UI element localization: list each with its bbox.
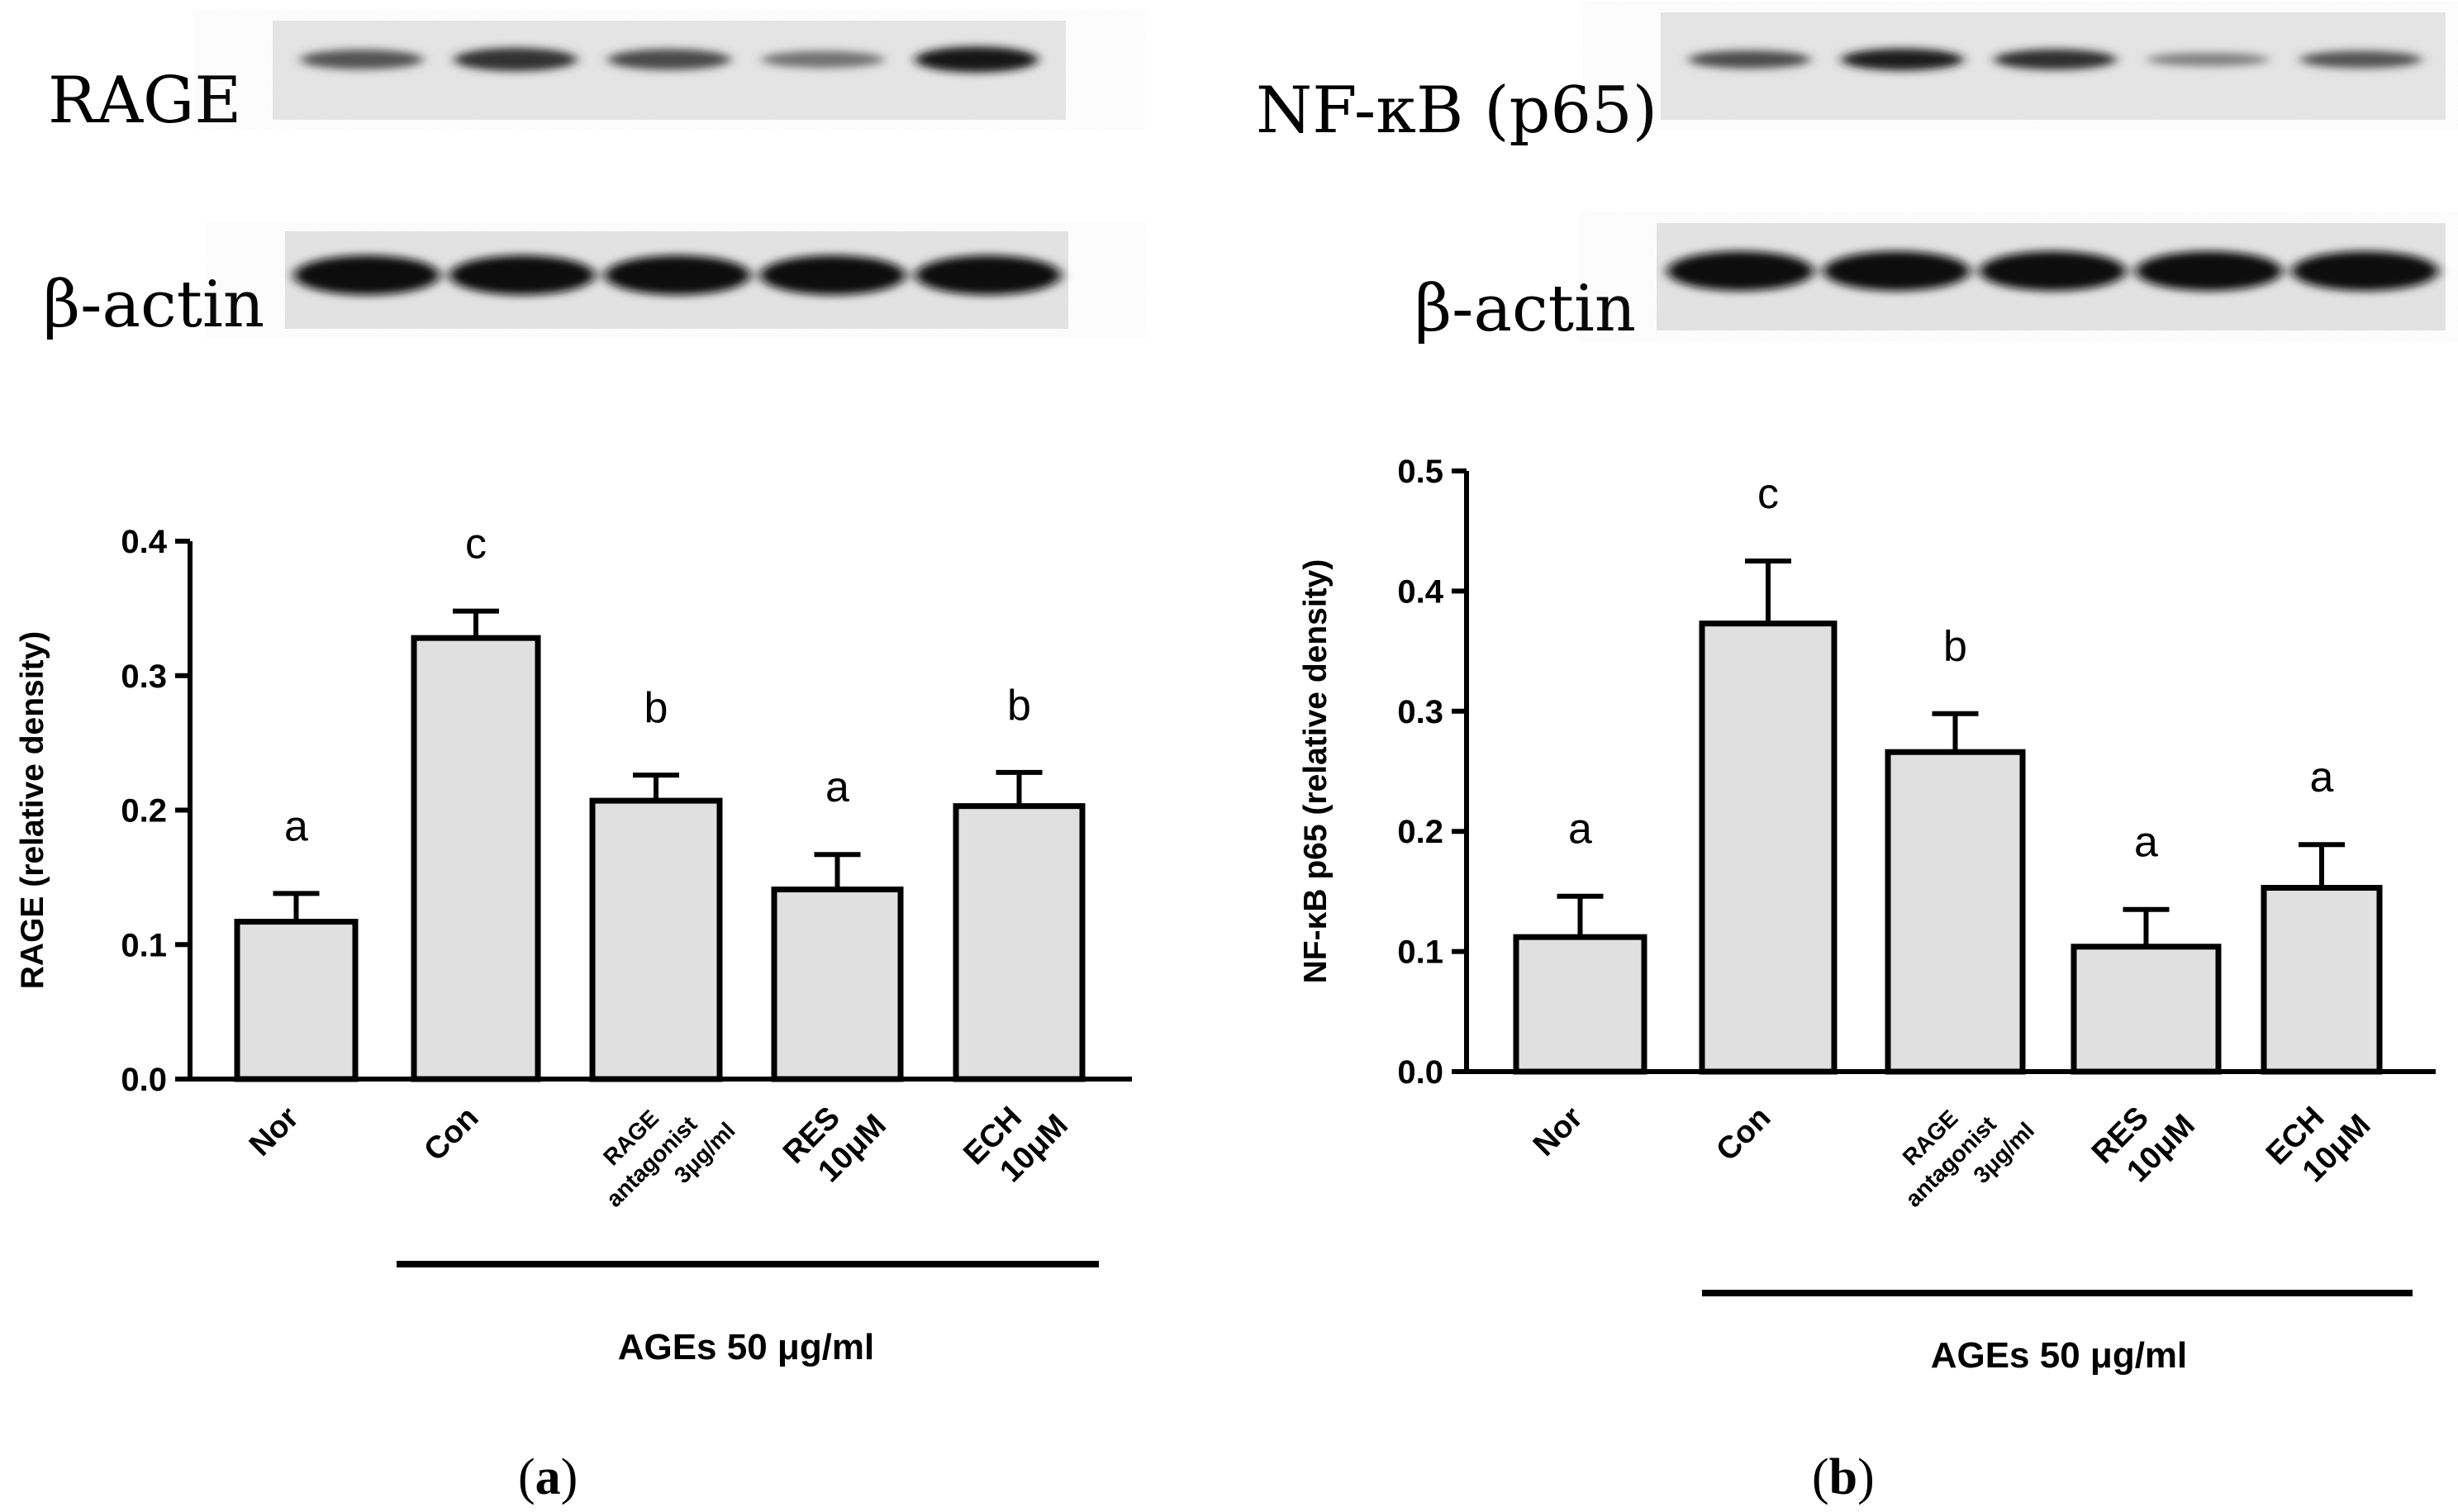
x-category-line: Nor	[1527, 1101, 1590, 1163]
bar	[771, 887, 904, 1082]
blot-panel-a: RAGE β-actin	[43, 21, 1068, 342]
control-band	[1979, 251, 2127, 291]
control-band	[449, 255, 596, 295]
bar	[411, 635, 541, 1082]
target-band	[1994, 49, 2117, 70]
y-tick-label: 0.1	[1397, 934, 1443, 971]
panel-label-b: (b)	[1812, 1449, 1875, 1505]
beta-actin-a-label: β-actin	[43, 268, 264, 342]
y-axis-label: NF-κB p65 (relative density)	[1298, 559, 1334, 984]
x-category-line: Con	[417, 1101, 485, 1168]
x-category-label: Nor	[243, 1101, 306, 1163]
chart-b: 0.0 0.1 0.2 0.3 0.4 0.5 NF-κB p65 (relative de…	[1298, 454, 2436, 1376]
y-tick-label: 0.2	[1397, 814, 1443, 850]
target-band	[454, 47, 578, 72]
x-category-label: Con	[417, 1101, 485, 1168]
nfkb-blot-label: NF-κB (p65)	[1256, 74, 1657, 148]
treatment-group-label: AGEs 50 μg/ml	[618, 1327, 875, 1367]
control-band	[604, 255, 751, 295]
bar	[589, 797, 723, 1082]
significance-letter: a	[2310, 754, 2334, 801]
significance-letter: a	[825, 763, 849, 811]
x-category-label: Con	[1709, 1101, 1777, 1168]
significance-letter: c	[465, 521, 487, 568]
y-tick-label: 0.4	[121, 524, 167, 560]
control-band	[293, 255, 440, 295]
bar	[1885, 749, 2026, 1075]
y-tick-label: 0.1	[121, 927, 167, 963]
control-band	[1823, 251, 1971, 291]
y-tick-label: 0.3	[121, 659, 167, 695]
y-tick-label: 0.0	[121, 1062, 167, 1098]
bar	[2071, 944, 2222, 1075]
significance-letter: b	[1007, 682, 1031, 730]
beta-actin-b-strip	[1657, 223, 2446, 330]
y-tick-label: 0.5	[1397, 454, 1443, 490]
significance-letter: b	[1943, 623, 1967, 671]
bar	[234, 919, 359, 1082]
significance-letter: c	[1757, 470, 1779, 518]
significance-letter: a	[1568, 806, 1592, 853]
bar	[1513, 934, 1647, 1075]
significance-letter: a	[284, 802, 308, 850]
bar	[1699, 620, 1838, 1075]
target-band	[607, 49, 731, 70]
x-category-line: Nor	[243, 1101, 306, 1163]
blot-panel-b: NF-κB (p65) β-actin	[1256, 12, 2446, 346]
target-band	[2147, 52, 2270, 67]
bar	[953, 803, 1086, 1082]
y-tick-label: 0.4	[1397, 573, 1443, 610]
panel-label-a: (a)	[518, 1449, 578, 1505]
y-tick-label: 0.0	[1397, 1054, 1443, 1091]
nfkb-blot-strip	[1661, 12, 2446, 120]
y-axis-label: RAGE (relative density)	[15, 631, 50, 989]
control-band	[759, 255, 906, 295]
control-band	[915, 255, 1062, 295]
target-band	[915, 46, 1039, 73]
target-band	[761, 50, 885, 69]
target-band	[1841, 48, 1964, 71]
control-band	[2291, 251, 2439, 291]
treatment-group-label: AGEs 50 μg/ml	[1931, 1335, 2188, 1376]
x-category-line: Con	[1709, 1101, 1777, 1168]
beta-actin-a-strip	[285, 231, 1068, 329]
chart-a: 0.0 0.1 0.2 0.3 0.4 RAGE (relative density) a N…	[15, 521, 1132, 1367]
target-band	[300, 49, 424, 70]
x-category-label: Nor	[1527, 1101, 1590, 1163]
target-band	[2299, 50, 2422, 69]
bar	[2261, 885, 2383, 1075]
control-band	[2135, 251, 2283, 291]
significance-letter: a	[2134, 819, 2158, 867]
target-band	[1688, 50, 1811, 69]
control-band	[1666, 251, 1814, 291]
rage-blot-label: RAGE	[48, 64, 241, 138]
y-tick-label: 0.3	[1397, 694, 1443, 730]
significance-letter: b	[644, 684, 668, 732]
beta-actin-b-label: β-actin	[1414, 272, 1636, 346]
rage-blot-strip	[273, 21, 1066, 120]
y-tick-label: 0.2	[121, 793, 167, 830]
